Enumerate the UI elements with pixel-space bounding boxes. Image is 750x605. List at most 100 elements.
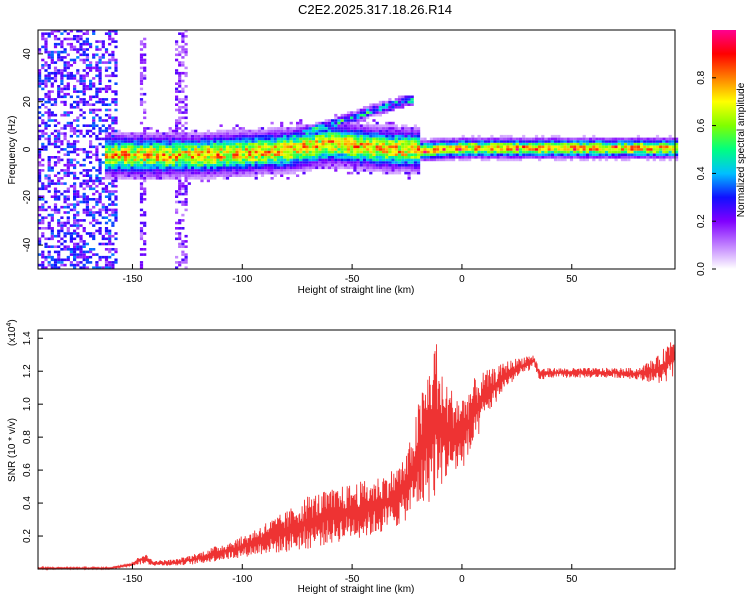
heatmap-cell: [73, 253, 77, 256]
heatmap-cell: [232, 142, 236, 146]
heatmap-cell: [241, 140, 245, 143]
heatmap-cell: [85, 40, 89, 43]
heatmap-cell: [38, 240, 42, 243]
heatmap-cell: [168, 158, 172, 162]
heatmap-cell: [496, 158, 500, 162]
heatmap-cell: [273, 148, 277, 151]
heatmap-cell: [104, 145, 109, 149]
heatmap-cell: [448, 156, 453, 159]
heatmap-cell: [245, 153, 249, 156]
heatmap-cell: [289, 171, 293, 175]
heatmap-cell: [57, 90, 61, 93]
heatmap-cell: [108, 203, 112, 206]
heatmap-cell: [187, 171, 191, 175]
heatmap-cell: [413, 150, 417, 154]
heatmap-cell: [152, 148, 156, 151]
heatmap-cell: [643, 150, 647, 154]
heatmap-cell: [98, 227, 102, 230]
heatmap-cell: [136, 171, 140, 175]
heatmap-cell: [235, 145, 239, 149]
heatmap-cell: [82, 53, 86, 57]
heatmap-cell: [143, 213, 147, 217]
heatmap-cell: [178, 134, 182, 138]
heatmap-cell: [640, 148, 644, 151]
heatmap-cell: [120, 142, 124, 146]
heatmap-cell: [155, 150, 159, 154]
heatmap-cell: [79, 37, 83, 41]
heatmap-cell: [168, 163, 172, 167]
heatmap-cell: [111, 242, 115, 246]
heatmap-cell: [200, 169, 204, 172]
heatmap-cell: [114, 258, 118, 262]
heatmap-cell: [439, 150, 443, 154]
heatmap-cell: [541, 145, 545, 149]
heatmap-cell: [264, 161, 268, 164]
heatmap-cell: [143, 69, 147, 72]
heatmap-cell: [480, 153, 484, 156]
heatmap-cell: [334, 166, 338, 170]
heatmap-cell: [490, 142, 494, 146]
heatmap-cell: [655, 150, 660, 154]
heatmap-cell: [41, 216, 45, 219]
heatmap-cell: [417, 150, 421, 154]
heatmap-cell: [139, 103, 144, 106]
heatmap-cell: [133, 163, 137, 167]
heatmap-cell: [455, 140, 459, 143]
heatmap-cell: [79, 250, 83, 254]
heatmap-cell: [95, 90, 99, 93]
heatmap-cell: [525, 142, 529, 146]
heatmap-cell: [512, 156, 516, 159]
heatmap-cell: [404, 166, 408, 170]
heatmap-cell: [101, 190, 105, 193]
heatmap-cell: [120, 169, 124, 172]
heatmap-cell: [541, 142, 545, 146]
heatmap-cell: [222, 174, 226, 177]
heatmap-cell: [162, 132, 166, 135]
heatmap-cell: [38, 48, 42, 51]
heatmap-cell: [375, 163, 379, 167]
heatmap-cell: [47, 113, 51, 117]
heatmap-cell: [82, 50, 86, 54]
heatmap-cell: [410, 153, 414, 156]
heatmap-cell: [76, 37, 80, 41]
heatmap-cell: [219, 134, 223, 138]
heatmap-cell: [289, 127, 293, 130]
heatmap-cell: [181, 184, 185, 188]
heatmap-cell: [397, 163, 402, 167]
heatmap-cell: [210, 174, 214, 177]
heatmap-cell: [483, 142, 488, 146]
heatmap-cell: [82, 263, 86, 267]
heatmap-cell: [468, 145, 472, 149]
heatmap-cell: [461, 156, 465, 159]
heatmap-cell: [557, 142, 561, 146]
heatmap-cell: [108, 177, 112, 180]
heatmap-cell: [178, 32, 182, 35]
heatmap-cell: [41, 205, 45, 209]
heatmap-cell: [445, 140, 449, 143]
heatmap-cell: [178, 90, 182, 93]
heatmap-cell: [353, 153, 357, 156]
heatmap-cell: [299, 163, 303, 167]
heatmap-cell: [671, 140, 675, 143]
heatmap-cell: [184, 134, 188, 138]
heatmap-cell: [114, 90, 118, 93]
heatmap-cell: [308, 145, 312, 149]
heatmap-cell: [614, 148, 618, 151]
heatmap-cell: [506, 156, 510, 159]
heatmap-cell: [356, 169, 360, 172]
heatmap-cell: [181, 87, 185, 91]
heatmap-cell: [362, 137, 367, 141]
heatmap-cell: [197, 156, 201, 159]
heatmap-cell: [111, 169, 115, 172]
heatmap-cell: [152, 158, 156, 162]
heatmap-cell: [305, 140, 309, 143]
heatmap-cell: [190, 174, 195, 177]
heatmap-cell: [108, 108, 112, 112]
heatmap-cell: [276, 134, 281, 138]
heatmap-cell: [175, 171, 179, 175]
heatmap-cell: [369, 137, 373, 141]
heatmap-cell: [159, 150, 163, 154]
heatmap-cell: [222, 134, 226, 138]
heatmap-cell: [152, 174, 156, 177]
heatmap-cell: [76, 35, 80, 38]
